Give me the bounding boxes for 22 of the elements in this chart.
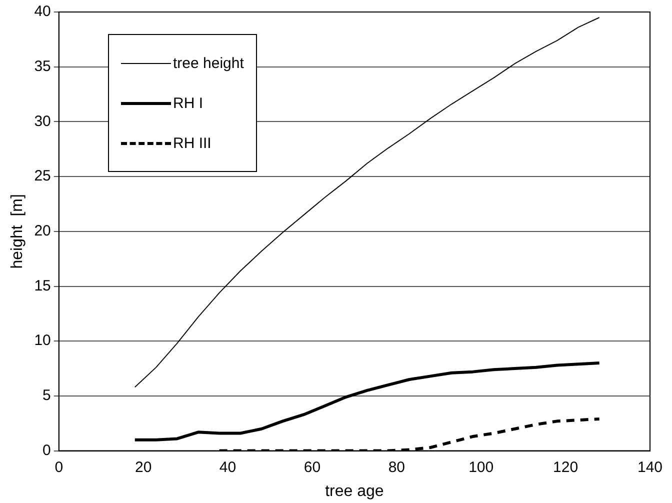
y-tick-label: 5	[42, 387, 51, 404]
x-tick-label: 80	[388, 458, 406, 476]
x-axis-title: tree age	[325, 482, 384, 500]
x-tick-label: 0	[54, 458, 64, 476]
y-tick-label: 20	[34, 222, 51, 240]
y-tick-label: 40	[34, 3, 51, 20]
x-tick-label: 140	[637, 458, 663, 476]
y-tick-label: 0	[42, 442, 51, 459]
x-tick-label: 100	[468, 458, 494, 476]
x-tick-label: 120	[553, 458, 578, 476]
y-tick-label: 30	[34, 112, 51, 130]
x-tick-label: 20	[134, 458, 152, 476]
legend-label: RH III	[173, 134, 212, 152]
y-tick-label: 15	[34, 277, 51, 294]
x-tick-label: 40	[219, 458, 236, 476]
x-tick-label: 60	[304, 458, 321, 476]
y-tick-label: 35	[34, 58, 51, 75]
y-tick-label: 10	[34, 332, 51, 350]
legend-label: RH I	[173, 94, 203, 112]
y-axis-title: height [m]	[9, 194, 26, 269]
legend-label: tree height	[173, 54, 244, 72]
y-tick-label: 25	[34, 168, 51, 185]
